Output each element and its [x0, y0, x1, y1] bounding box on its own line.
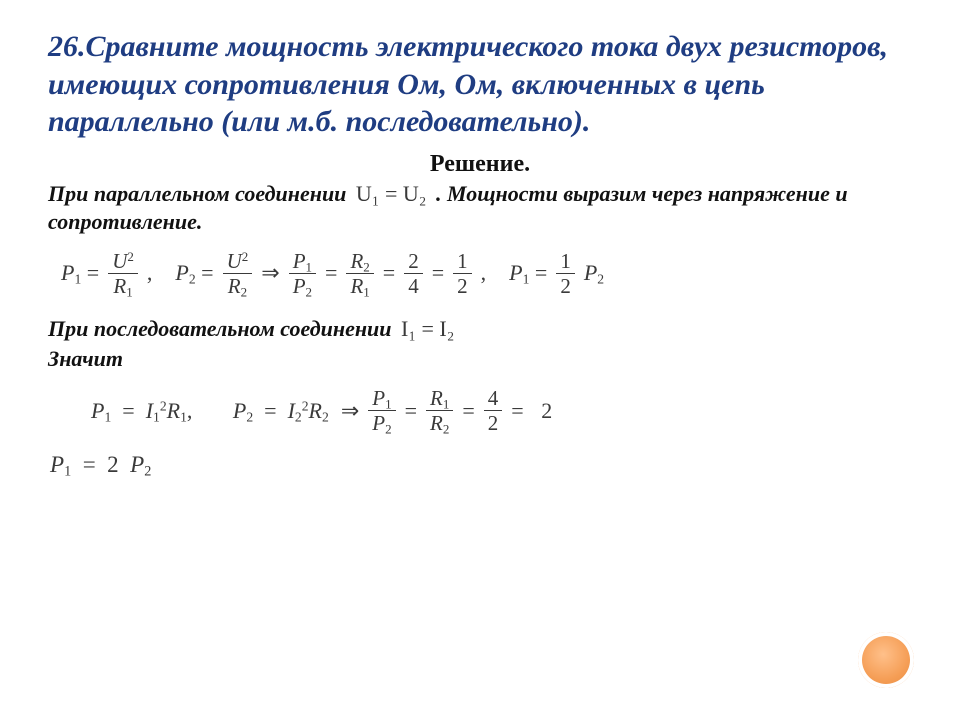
equals-icon: =	[459, 398, 477, 424]
equals-icon: =	[380, 260, 398, 286]
eq2-p2: P2 = I22R2	[230, 398, 332, 424]
equation-series: P1 = I12R1, P2 = I22R2 ⇒ P1 P2 = R1 R2 =…	[88, 387, 912, 434]
series-condition-math: I₁ = I₂	[397, 316, 458, 341]
eq1-ratio-p: P1 P2	[289, 250, 316, 297]
eq2-ratio-r: R1 R2	[426, 387, 453, 434]
eq1-final-lhs: P1 =	[506, 260, 550, 286]
eq2-ratio-r-den: R2	[426, 411, 453, 434]
eq1-final-frac: 1 2	[556, 250, 575, 297]
eq1-ratio-r-num: R2	[346, 250, 373, 274]
eq1-simpl-num: 1	[453, 250, 472, 274]
implies-icon: ⇒	[338, 398, 362, 424]
spacer	[201, 398, 224, 424]
decorative-orange-dot-icon	[858, 632, 914, 688]
eq2-ratio-p-den: P2	[368, 411, 395, 434]
eq1-ratio-p-num: P1	[289, 250, 316, 274]
eq2-val-num: 4	[484, 387, 503, 411]
parallel-intro-a: При параллельном соединении	[48, 181, 352, 206]
equation-parallel: P1 = U2 R1 , P2 = U2 R2 ⇒ P1 P2 = R2 R1 …	[58, 250, 912, 297]
eq1-p2-lhs: P2 =	[172, 260, 216, 286]
eq1-final-den: 2	[556, 274, 575, 297]
slide: 26.Сравните мощность электрического тока…	[0, 0, 960, 720]
series-intro-text: При последовательном соединении	[48, 316, 397, 341]
eq1-ratio-simpl: 1 2	[453, 250, 472, 297]
series-therefore: Значит	[48, 345, 912, 373]
comma: ,	[144, 260, 167, 286]
eq1-p1-lhs: P1 =	[58, 260, 102, 286]
eq1-p1-num: U2	[108, 250, 138, 274]
eq1-p2-den: R2	[224, 274, 251, 297]
equals-icon: =	[402, 398, 420, 424]
eq1-p2-num: U2	[223, 250, 253, 274]
eq1-ratio-p-den: P2	[289, 274, 316, 297]
eq2-result: 2	[538, 398, 555, 424]
eq2-ratio-p: P1 P2	[368, 387, 395, 434]
implies-icon: ⇒	[258, 260, 282, 286]
parallel-intro: При параллельном соединении U₁ = U₂ . Мо…	[48, 180, 912, 236]
parallel-condition-math: U₁ = U₂	[352, 181, 431, 206]
problem-title: 26.Сравните мощность электрического тока…	[48, 28, 912, 141]
eq1-ratio-val: 2 4	[404, 250, 423, 297]
eq2-val-den: 2	[484, 411, 503, 434]
equals-icon: =	[322, 260, 340, 286]
eq2-p1: P1 = I12R1,	[88, 398, 195, 424]
eq2-ratio-r-num: R1	[426, 387, 453, 411]
eq1-val-den: 4	[404, 274, 423, 297]
eq1-final-num: 1	[556, 250, 575, 274]
solution-heading: Решение.	[48, 151, 912, 178]
series-intro: При последовательном соединении I₁ = I₂	[48, 315, 912, 343]
eq1-p2-frac: U2 R2	[223, 250, 253, 297]
eq1-ratio-r: R2 R1	[346, 250, 373, 297]
eq1-p1-den: R1	[109, 274, 136, 297]
equals-icon: =	[429, 260, 447, 286]
eq1-simpl-den: 2	[453, 274, 472, 297]
eq1-val-num: 2	[404, 250, 423, 274]
eq1-ratio-r-den: R1	[346, 274, 373, 297]
eq2-ratio-val: 4 2	[484, 387, 503, 434]
equals-icon: =	[508, 398, 532, 424]
eq1-final-tail: P2	[581, 260, 607, 286]
comma: ,	[478, 260, 501, 286]
eq1-p1-frac: U2 R1	[108, 250, 138, 297]
equation-final: P1 = 2 P2	[50, 452, 912, 478]
eq2-ratio-p-num: P1	[368, 387, 395, 411]
